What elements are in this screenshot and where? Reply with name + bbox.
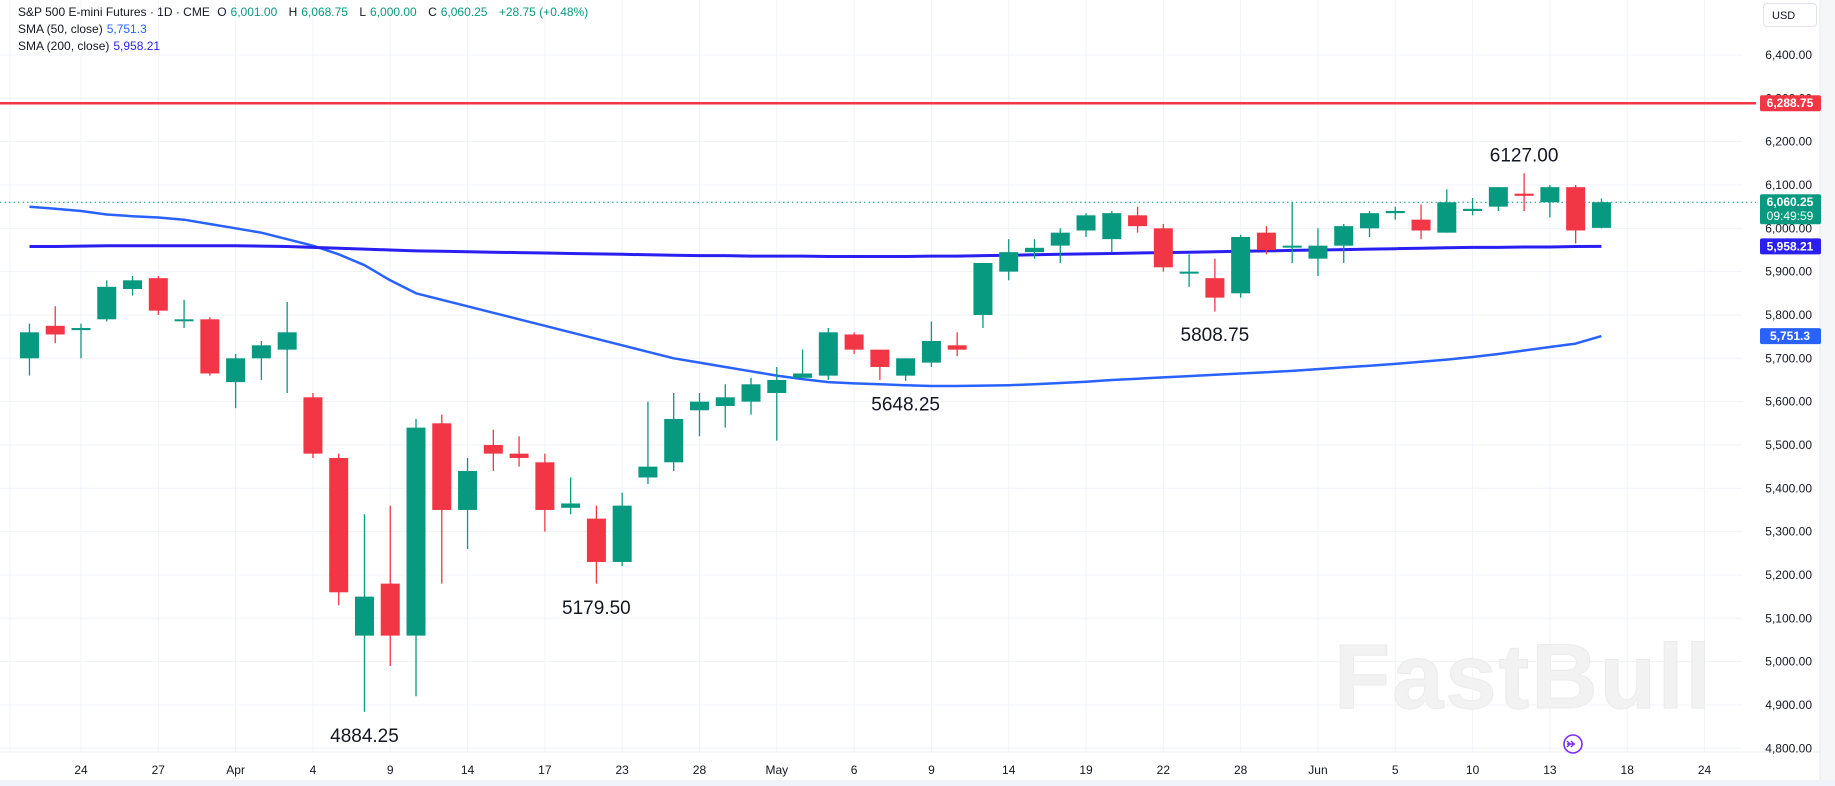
- svg-text:5,400.00: 5,400.00: [1765, 481, 1812, 495]
- svg-text:Apr: Apr: [226, 763, 245, 777]
- svg-text:6: 6: [851, 763, 858, 777]
- svg-text:27: 27: [152, 763, 166, 777]
- price-annotations: 6127.00 5808.75 5648.25 5179.50 4884.25: [330, 145, 1558, 746]
- change-value: +28.75 (+0.48%): [498, 5, 589, 19]
- svg-text:5,500.00: 5,500.00: [1765, 438, 1812, 452]
- svg-text:6,000.00: 6,000.00: [1765, 221, 1812, 235]
- svg-text:5648.25: 5648.25: [871, 395, 940, 416]
- svg-text:5808.75: 5808.75: [1181, 325, 1250, 346]
- svg-text:4: 4: [310, 763, 317, 777]
- candles: [19, 173, 1611, 712]
- low-value: L 6,000.00: [359, 5, 417, 19]
- svg-text:28: 28: [1234, 763, 1248, 777]
- svg-text:5,000.00: 5,000.00: [1765, 655, 1812, 669]
- svg-text:6,100.00: 6,100.00: [1765, 178, 1812, 192]
- svg-text:5,100.00: 5,100.00: [1765, 611, 1812, 625]
- bottom-strip: [0, 780, 1835, 786]
- svg-text:17: 17: [538, 763, 552, 777]
- chart-legend: S&P 500 E-mini Futures · 1D · CME O 6,001…: [18, 4, 592, 55]
- svg-text:5,900.00: 5,900.00: [1765, 265, 1812, 279]
- open-value: O 6,001.00: [217, 5, 278, 19]
- svg-text:4,900.00: 4,900.00: [1765, 698, 1812, 712]
- sma200-legend[interactable]: SMA (200, close) 5,958.21: [18, 39, 161, 53]
- ohlc-row: S&P 500 E-mini Futures · 1D · CME O 6,001…: [18, 4, 592, 21]
- svg-text:5,958.21: 5,958.21: [1767, 239, 1814, 253]
- svg-text:28: 28: [693, 763, 707, 777]
- svg-text:9: 9: [928, 763, 935, 777]
- svg-text:6,288.75: 6,288.75: [1767, 96, 1814, 110]
- currency-button[interactable]: USD: [1763, 3, 1817, 27]
- svg-text:5,700.00: 5,700.00: [1765, 351, 1812, 365]
- svg-text:6,200.00: 6,200.00: [1765, 135, 1812, 149]
- symbol-title[interactable]: S&P 500 E-mini Futures · 1D · CME: [18, 5, 210, 19]
- sma-lines: [29, 205, 1602, 388]
- scroll-to-realtime-button[interactable]: [1563, 734, 1583, 754]
- svg-text:14: 14: [461, 763, 475, 777]
- high-value: H 6,068.75: [288, 5, 348, 19]
- svg-text:4,800.00: 4,800.00: [1765, 741, 1812, 755]
- svg-text:19: 19: [1079, 763, 1093, 777]
- svg-text:24: 24: [74, 763, 88, 777]
- svg-text:May: May: [765, 763, 788, 777]
- svg-text:Jun: Jun: [1308, 763, 1327, 777]
- price-axis[interactable]: 6,400.006,300.006,200.006,100.006,000.00…: [1765, 48, 1812, 755]
- svg-text:6,060.25: 6,060.25: [1767, 195, 1814, 209]
- svg-text:5,600.00: 5,600.00: [1765, 395, 1812, 409]
- svg-text:18: 18: [1621, 763, 1635, 777]
- close-value: C 6,060.25: [428, 5, 488, 19]
- fastbull-watermark: FastBull: [1334, 626, 1713, 729]
- svg-text:6,400.00: 6,400.00: [1765, 48, 1812, 62]
- svg-text:22: 22: [1157, 763, 1171, 777]
- svg-text:14: 14: [1002, 763, 1016, 777]
- svg-text:4884.25: 4884.25: [330, 726, 399, 747]
- svg-text:09:49:59: 09:49:59: [1767, 209, 1814, 223]
- svg-text:24: 24: [1698, 763, 1712, 777]
- svg-text:5,751.3: 5,751.3: [1770, 329, 1810, 343]
- sma50-legend[interactable]: SMA (50, close) 5,751.3: [18, 22, 147, 36]
- svg-text:5,300.00: 5,300.00: [1765, 525, 1812, 539]
- svg-text:5,800.00: 5,800.00: [1765, 308, 1812, 322]
- svg-text:FastBull: FastBull: [1334, 626, 1713, 728]
- svg-text:13: 13: [1543, 763, 1557, 777]
- svg-text:5179.50: 5179.50: [562, 598, 631, 619]
- svg-text:23: 23: [615, 763, 629, 777]
- time-axis[interactable]: 24 27 Apr 4 9 14 17 23 28 May 6 9 14 19 22 28 Jun 5 10 13 18…: [74, 763, 1711, 777]
- svg-text:6127.00: 6127.00: [1490, 145, 1559, 166]
- svg-text:10: 10: [1466, 763, 1480, 777]
- svg-text:5: 5: [1392, 763, 1399, 777]
- svg-text:9: 9: [387, 763, 394, 777]
- svg-text:5,200.00: 5,200.00: [1765, 568, 1812, 582]
